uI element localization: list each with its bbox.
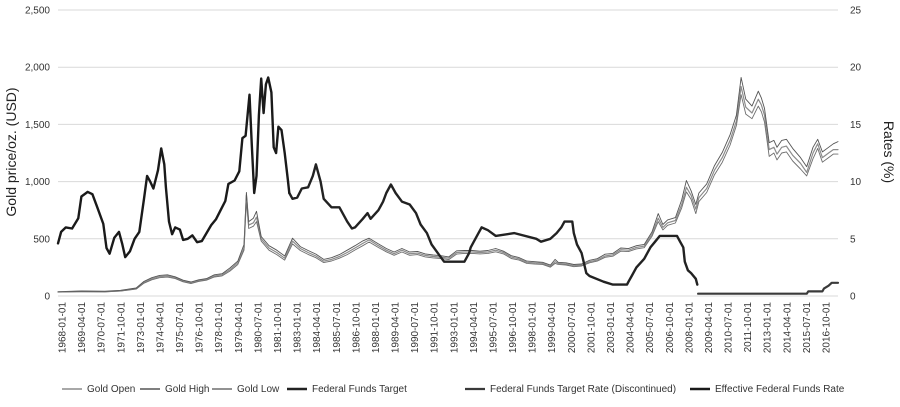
legend-label: Effective Federal Funds Rate bbox=[715, 384, 845, 395]
x-tick-label: 2000-07-01 bbox=[567, 302, 578, 354]
x-tick-label: 1968-01-01 bbox=[58, 302, 69, 354]
right-y-tick-label: 5 bbox=[850, 234, 856, 245]
x-tick-label: 1988-01-01 bbox=[371, 302, 382, 354]
x-tick-label: 1999-04-01 bbox=[547, 302, 558, 354]
legend-label: Gold Open bbox=[87, 384, 135, 395]
x-tick-label: 2011-10-01 bbox=[743, 302, 754, 353]
legend-label: Gold Low bbox=[237, 384, 280, 395]
series-line bbox=[288, 163, 699, 286]
x-tick-label: 1976-10-01 bbox=[195, 302, 206, 354]
right-y-tick-label: 15 bbox=[850, 120, 862, 131]
series-line bbox=[56, 76, 291, 259]
legend-item: Federal Funds Target Rate (Discontinued) bbox=[465, 384, 676, 395]
x-tick-label: 1984-04-01 bbox=[312, 302, 323, 354]
x-tick-label: 2006-10-01 bbox=[665, 302, 676, 354]
x-tick-label: 1980-07-01 bbox=[253, 302, 264, 354]
x-tick-label: 1969-04-01 bbox=[77, 302, 88, 354]
x-tick-label: 1993-01-01 bbox=[449, 302, 460, 354]
left-y-tick-label: 500 bbox=[33, 234, 50, 245]
legend: Gold Open Gold High Gold Low Federal Funds … bbox=[62, 384, 845, 395]
left-y-axis-title: Gold price/oz. (USD) bbox=[3, 87, 19, 216]
x-tick-label: 1975-07-01 bbox=[175, 302, 186, 354]
gridlines bbox=[58, 9, 838, 297]
right-y-axis-title: Rates (%) bbox=[881, 121, 897, 183]
legend-label: Federal Funds Target bbox=[312, 384, 407, 395]
legend-item: Federal Funds Target bbox=[287, 384, 407, 395]
right-y-tick-label: 10 bbox=[850, 177, 862, 188]
x-tick-label: 2014-04-01 bbox=[782, 302, 793, 354]
x-tick-label: 1995-07-01 bbox=[489, 302, 500, 354]
x-tick-label: 1991-10-01 bbox=[430, 302, 441, 354]
x-tick-label: 1998-01-01 bbox=[528, 302, 539, 354]
x-tick-label: 1985-07-01 bbox=[332, 302, 343, 354]
left-y-tick-label: 2,000 bbox=[25, 63, 50, 74]
right-y-tick-label: 25 bbox=[850, 6, 862, 17]
series-line bbox=[697, 281, 840, 295]
legend-item: Gold High bbox=[140, 384, 209, 395]
x-tick-label: 1979-04-01 bbox=[234, 302, 245, 354]
right-y-tick-label: 0 bbox=[850, 292, 856, 303]
right-y-axis-ticks: 0 5 10 15 20 25 bbox=[850, 6, 862, 303]
left-y-tick-label: 1,500 bbox=[25, 120, 50, 131]
x-tick-label: 2003-01-01 bbox=[606, 302, 617, 354]
data-series bbox=[56, 76, 840, 295]
x-tick-label: 2013-01-01 bbox=[763, 302, 774, 354]
x-tick-label: 2016-10-01 bbox=[822, 302, 833, 354]
x-tick-label: 2010-07-01 bbox=[724, 302, 735, 354]
series-line bbox=[57, 94, 839, 293]
x-tick-label: 2005-07-01 bbox=[645, 302, 656, 354]
x-tick-label: 1996-10-01 bbox=[508, 302, 519, 354]
left-y-tick-label: 1,000 bbox=[25, 177, 50, 188]
x-tick-label: 1990-07-01 bbox=[410, 302, 421, 354]
legend-item: Gold Low bbox=[212, 384, 280, 395]
x-tick-label: 1994-04-01 bbox=[469, 302, 480, 354]
x-tick-label: 2009-04-01 bbox=[704, 302, 715, 354]
x-tick-label: 1978-01-01 bbox=[214, 302, 225, 354]
x-tick-label: 1973-01-01 bbox=[136, 302, 147, 354]
x-tick-label: 2001-10-01 bbox=[586, 302, 597, 354]
x-tick-label: 2015-07-01 bbox=[802, 302, 813, 354]
legend-item: Gold Open bbox=[62, 384, 135, 395]
x-tick-label: 1981-10-01 bbox=[273, 302, 284, 354]
x-tick-label: 1970-07-01 bbox=[97, 302, 108, 354]
x-tick-label: 1971-10-01 bbox=[116, 302, 127, 354]
legend-item: Effective Federal Funds Rate bbox=[690, 384, 845, 395]
legend-label: Federal Funds Target Rate (Discontinued) bbox=[490, 384, 676, 395]
left-y-axis-ticks: 0 500 1,000 1,500 2,000 2,500 bbox=[25, 6, 50, 303]
x-axis-ticks: 1968-01-01 1969-04-01 1970-07-01 1971-10-01… bbox=[58, 302, 833, 354]
x-tick-label: 1983-01-01 bbox=[293, 302, 304, 354]
x-tick-label: 1986-10-01 bbox=[351, 302, 362, 354]
left-y-tick-label: 2,500 bbox=[25, 6, 50, 17]
x-tick-label: 1974-04-01 bbox=[155, 302, 166, 354]
left-y-tick-label: 0 bbox=[44, 292, 50, 303]
x-tick-label: 2004-04-01 bbox=[626, 302, 637, 354]
right-y-tick-label: 20 bbox=[850, 63, 862, 74]
x-tick-label: 2008-01-01 bbox=[684, 302, 695, 354]
x-tick-label: 1989-04-01 bbox=[391, 302, 402, 354]
legend-label: Gold High bbox=[165, 384, 209, 395]
